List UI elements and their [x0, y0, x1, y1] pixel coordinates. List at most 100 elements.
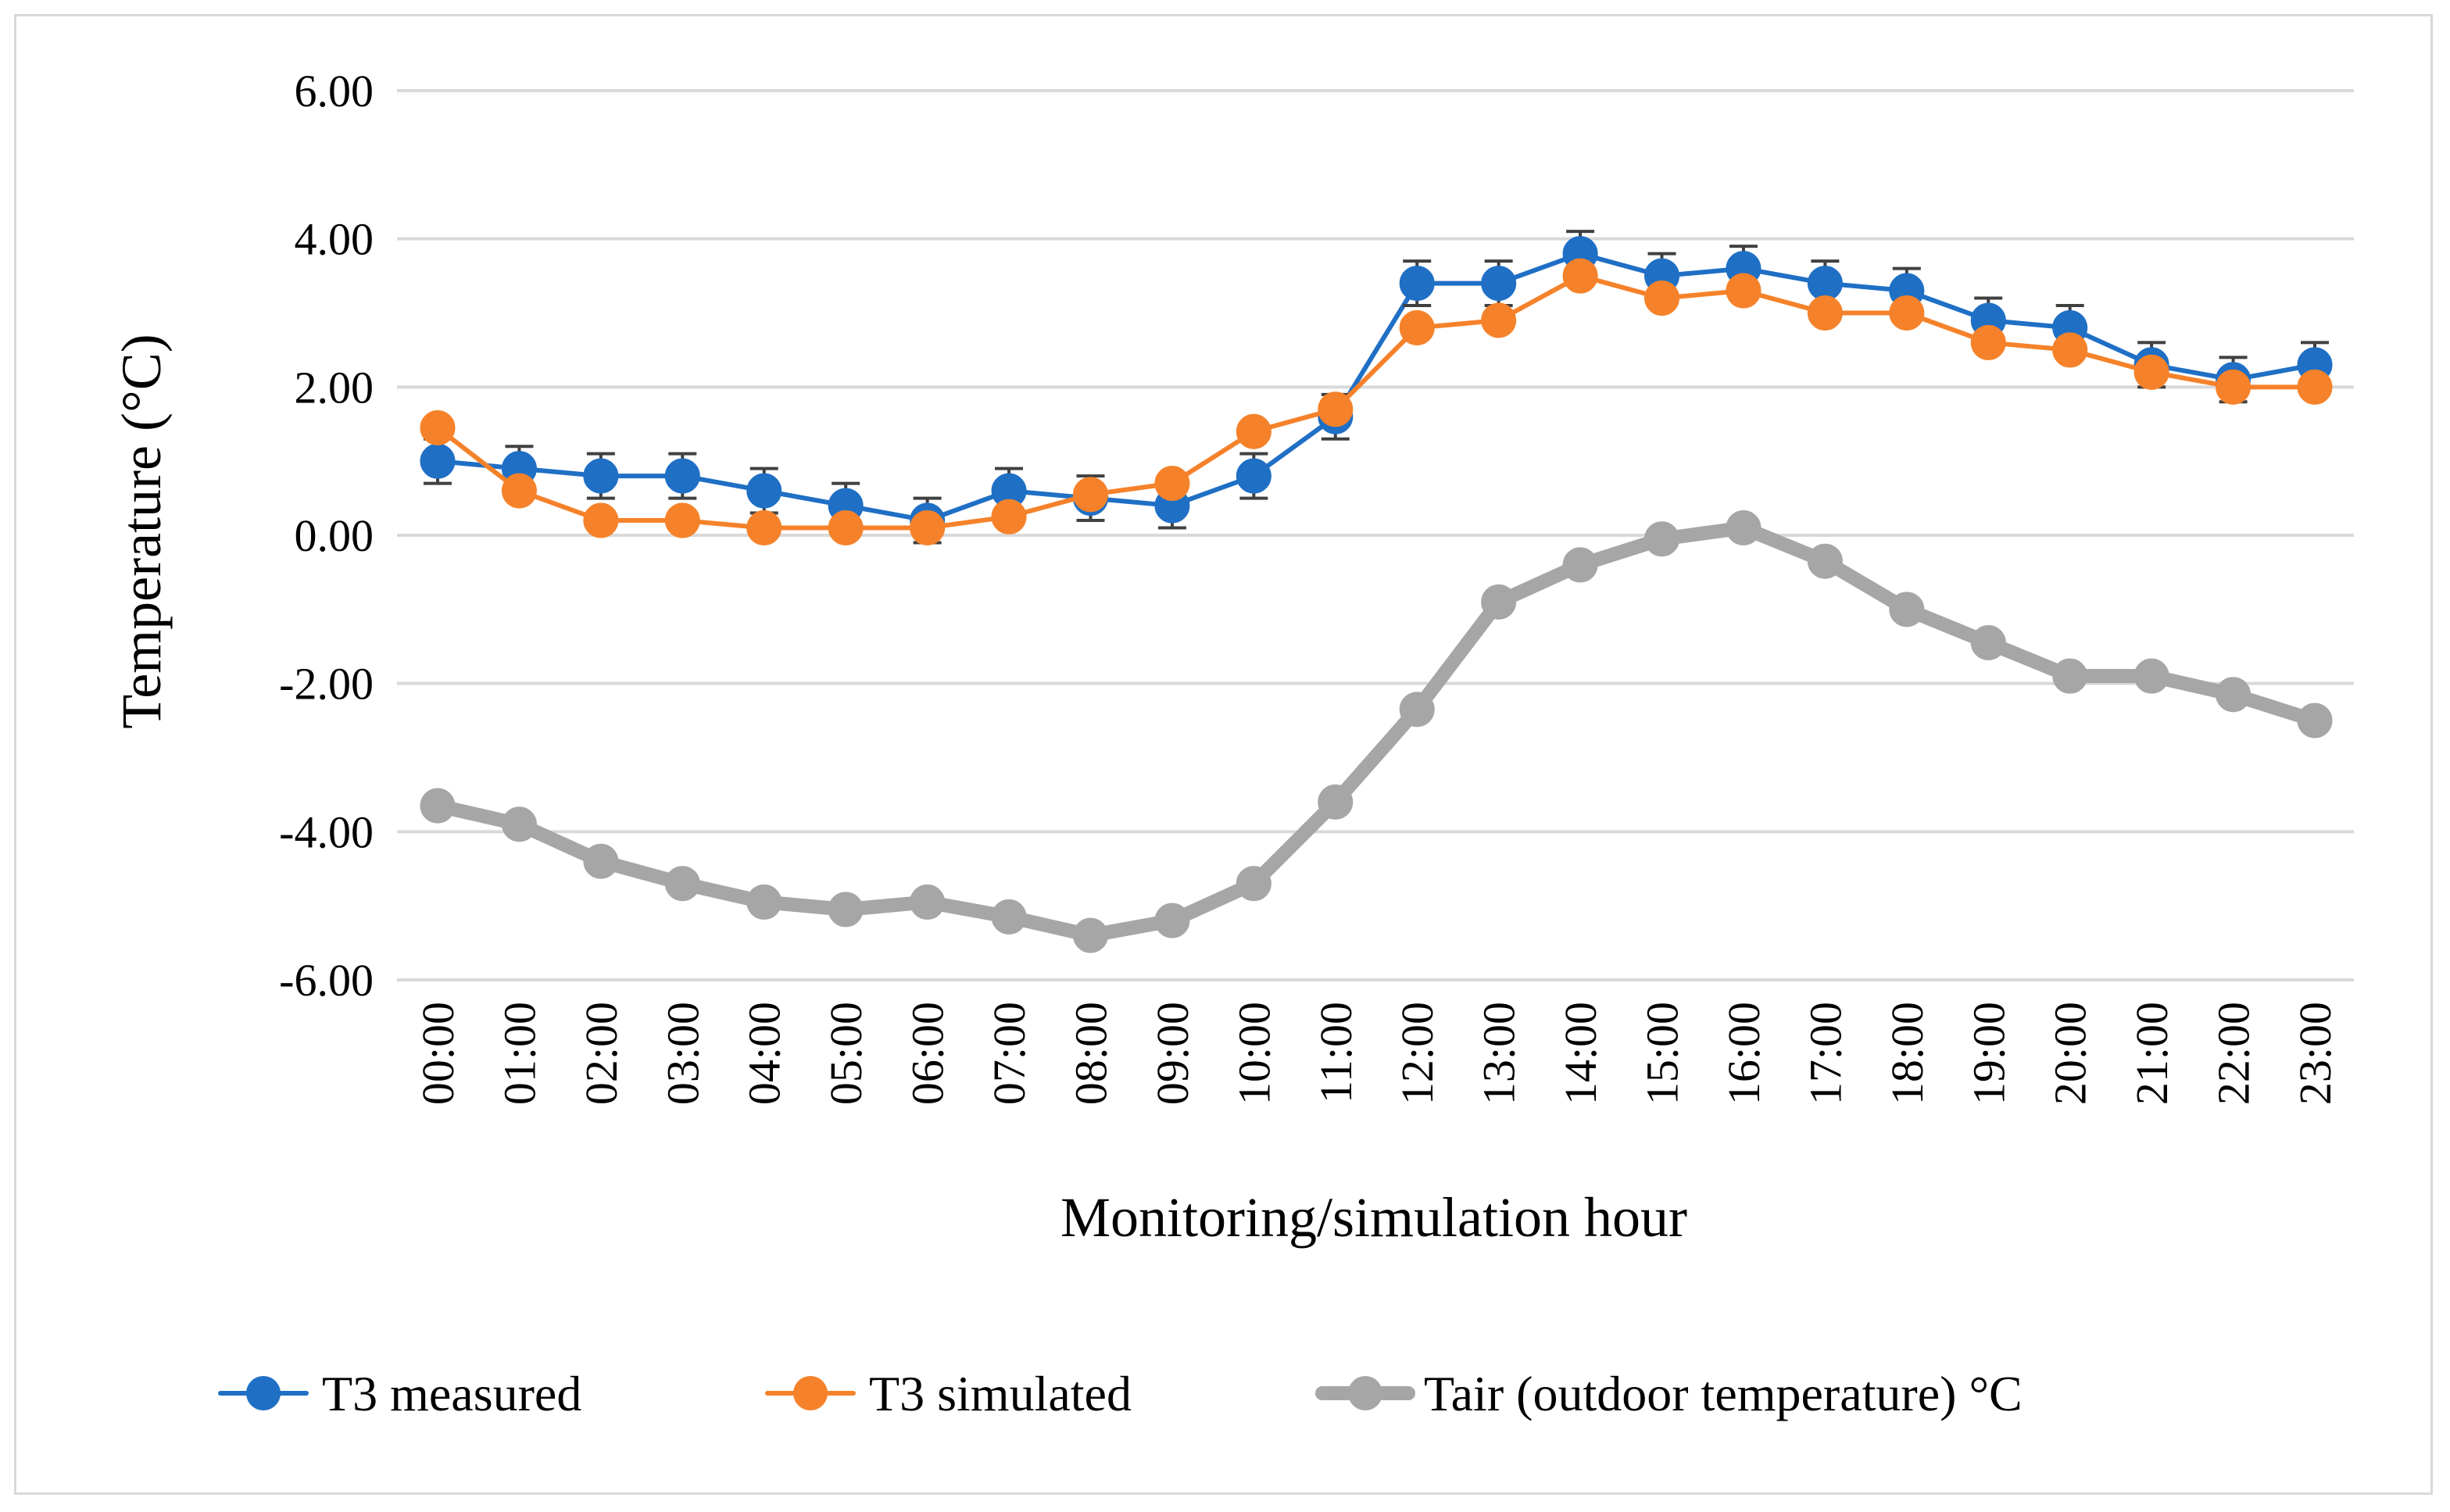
y-tick-label: 2.00 [295, 362, 374, 413]
x-tick-label: 02:00 [576, 1002, 627, 1105]
series-line [431, 520, 2322, 943]
y-tick-label: -2.00 [279, 659, 374, 710]
data-point [583, 843, 619, 879]
x-tick-label: 12:00 [1392, 1002, 1443, 1105]
data-point [1318, 784, 1354, 820]
data-point [1072, 917, 1108, 953]
series-tair-outdoor-temperature-c [420, 510, 2333, 953]
data-point [1562, 547, 1598, 583]
y-axis-title: Temperature (°C) [110, 334, 173, 729]
data-point [746, 884, 782, 920]
series-layer [420, 230, 2333, 953]
data-point [1399, 309, 1435, 345]
y-tick-label: 6.00 [295, 66, 374, 116]
data-point [991, 499, 1027, 534]
legend-label: Tair (outdoor temperature) °C [1424, 1366, 2023, 1421]
data-point [2216, 369, 2251, 405]
y-tick-label: 0.00 [295, 510, 374, 561]
data-point [420, 409, 456, 445]
x-tick-label: 16:00 [1719, 1002, 1769, 1105]
data-point [1236, 458, 1271, 494]
x-tick-label: 11:00 [1311, 1002, 1361, 1103]
data-point [1399, 692, 1435, 727]
legend-swatch-marker [793, 1376, 828, 1410]
y-tick-label: -6.00 [279, 955, 374, 1006]
x-tick-label: 15:00 [1637, 1002, 1688, 1105]
data-point [910, 510, 946, 546]
data-point [1726, 273, 1761, 309]
data-point [1236, 413, 1271, 449]
data-point [1726, 510, 1761, 546]
y-tick-label: 4.00 [295, 214, 374, 265]
gridlines [397, 89, 2354, 981]
x-tick-label: 17:00 [1800, 1002, 1851, 1105]
x-axis-ticks: 00:00 01:00 02:00 03:00 04:00 05:00 06:00 07:00… [413, 1002, 2341, 1105]
y-axis-ticks: 6.00 4.00 2.00 0.00 -2.00 -4.00 -6.00 [279, 66, 374, 1006]
data-point [1970, 324, 2006, 360]
x-tick-label: 09:00 [1147, 1002, 1198, 1105]
x-tick-label: 00:00 [413, 1002, 463, 1105]
data-point [2297, 369, 2333, 405]
data-point [1562, 258, 1598, 294]
data-point [501, 806, 537, 842]
x-tick-label: 23:00 [2290, 1002, 2341, 1105]
x-tick-label: 03:00 [657, 1002, 708, 1105]
x-tick-label: 06:00 [903, 1002, 953, 1105]
data-point [664, 866, 700, 902]
x-tick-label: 20:00 [2045, 1002, 2096, 1105]
data-point [1644, 281, 1680, 316]
data-point [501, 473, 537, 509]
data-point [991, 899, 1027, 935]
x-tick-label: 19:00 [1963, 1002, 2014, 1105]
x-tick-label: 22:00 [2209, 1002, 2259, 1105]
legend-swatch-marker [1348, 1376, 1382, 1410]
y-tick-label: -4.00 [279, 806, 374, 857]
x-tick-label: 10:00 [1229, 1002, 1279, 1105]
data-point [2216, 677, 2251, 713]
data-point [1807, 543, 1843, 579]
data-point [2133, 658, 2169, 694]
series-line [435, 273, 2317, 531]
x-tick-label: 04:00 [739, 1002, 790, 1105]
data-point [1318, 391, 1354, 427]
data-point [1889, 592, 1925, 627]
x-tick-label: 18:00 [1882, 1002, 1933, 1105]
x-tick-label: 21:00 [2126, 1002, 2177, 1105]
legend: T3 measured T3 simulated Tair (outdoor tem… [218, 1366, 2023, 1421]
data-point [1399, 266, 1435, 302]
data-point [1807, 295, 1843, 331]
data-point [2052, 658, 2088, 694]
x-tick-label: 07:00 [984, 1002, 1035, 1105]
x-tick-label: 13:00 [1474, 1002, 1525, 1105]
data-point [1481, 302, 1517, 338]
data-point [828, 892, 864, 928]
x-tick-label: 01:00 [494, 1002, 545, 1105]
data-point [664, 502, 700, 538]
data-point [1072, 477, 1108, 513]
data-point [420, 788, 456, 824]
x-tick-label: 05:00 [821, 1002, 871, 1105]
legend-label: T3 measured [322, 1366, 581, 1421]
data-point [2133, 354, 2169, 390]
x-axis-title: Monitoring/simulation hour [1060, 1186, 1687, 1249]
legend-swatch-marker [246, 1376, 281, 1410]
chart-frame [14, 14, 2433, 1495]
data-point [664, 458, 700, 494]
data-point [2297, 702, 2333, 738]
data-point [1889, 295, 1925, 331]
data-point [1970, 625, 2006, 661]
data-point [1481, 584, 1517, 620]
data-point [583, 502, 619, 538]
data-point [910, 884, 946, 920]
data-point [828, 510, 864, 546]
data-point [1236, 866, 1271, 902]
data-point [1481, 266, 1517, 302]
data-point [746, 510, 782, 546]
legend-label: T3 simulated [869, 1366, 1132, 1421]
data-point [1807, 266, 1843, 302]
data-point [583, 458, 619, 494]
data-point [1154, 466, 1190, 502]
data-point [2052, 332, 2088, 368]
x-tick-label: 08:00 [1065, 1002, 1116, 1105]
